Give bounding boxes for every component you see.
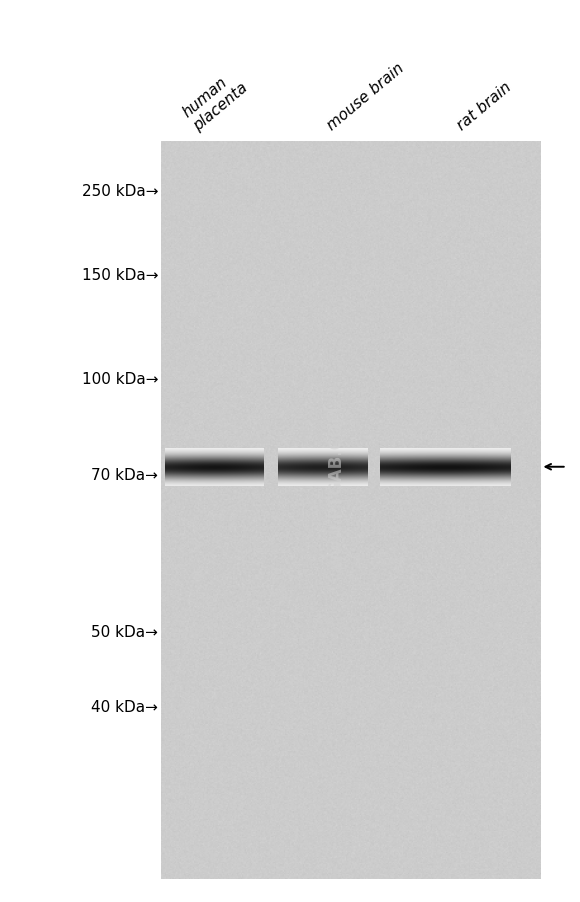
- Text: 50 kDa→: 50 kDa→: [92, 624, 158, 639]
- Text: 100 kDa→: 100 kDa→: [82, 372, 158, 386]
- Text: 70 kDa→: 70 kDa→: [92, 468, 158, 483]
- Text: human
placenta: human placenta: [179, 67, 251, 133]
- Text: mouse brain: mouse brain: [324, 60, 407, 133]
- Text: 40 kDa→: 40 kDa→: [92, 700, 158, 714]
- Text: rat brain: rat brain: [454, 80, 514, 133]
- Text: 250 kDa→: 250 kDa→: [82, 184, 158, 198]
- Text: 150 kDa→: 150 kDa→: [82, 268, 158, 282]
- Text: www.PTGAB.COM: www.PTGAB.COM: [327, 405, 346, 569]
